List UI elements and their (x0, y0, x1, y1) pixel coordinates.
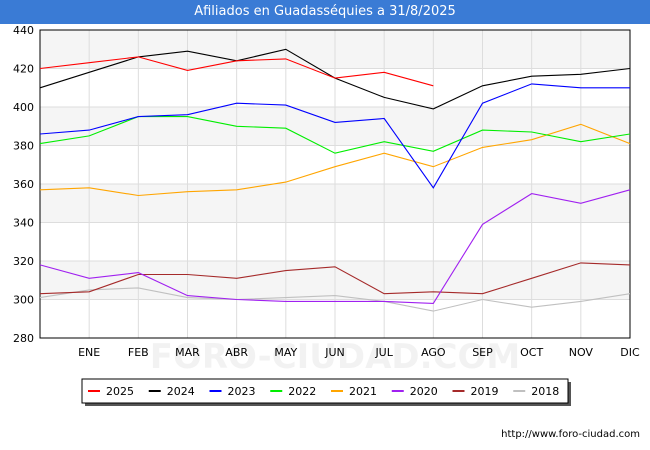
series-line-2018 (39, 287, 631, 312)
series-line-2025 (39, 56, 434, 87)
legend-label-2021: 2021 (349, 385, 377, 398)
plot-frame (39, 29, 631, 339)
x-tick-label: AGO (421, 346, 446, 359)
legend-label-2019: 2019 (471, 385, 499, 398)
y-tick-label: 400 (13, 101, 34, 114)
y-tick-label: 440 (13, 24, 34, 37)
x-tick-label: MAR (175, 346, 200, 359)
x-tick-label: ENE (78, 346, 100, 359)
source-url[interactable]: http://www.foro-ciudad.com (501, 429, 640, 440)
y-tick-label: 360 (13, 178, 34, 191)
legend-label-2023: 2023 (228, 385, 256, 398)
series-line-2020 (39, 189, 631, 304)
x-tick-label: MAY (274, 346, 297, 359)
y-tick-label: 300 (13, 294, 34, 307)
legend-label-2018: 2018 (531, 385, 559, 398)
series-line-2019 (39, 262, 631, 295)
x-tick-label: SEP (472, 346, 493, 359)
x-tick-label: FEB (128, 346, 149, 359)
x-tick-label: JUL (374, 346, 393, 359)
legend-label-2025: 2025 (106, 385, 134, 398)
series-line-2023 (39, 83, 630, 189)
legend-box (81, 378, 569, 404)
series-line-2021 (39, 123, 631, 197)
legend-label-2024: 2024 (167, 385, 195, 398)
y-tick-label: 420 (13, 63, 34, 76)
legend-label-2020: 2020 (410, 385, 438, 398)
watermark: FORO-CIUDAD.COM (150, 337, 521, 377)
y-tick-label: 380 (13, 140, 34, 153)
x-tick-label: DIC (620, 346, 640, 359)
y-tick-label: 320 (13, 255, 34, 268)
y-tick-label: 280 (13, 332, 34, 345)
x-tick-label: NOV (569, 346, 594, 359)
x-tick-label: ABR (225, 346, 248, 359)
x-tick-label: JUN (324, 346, 345, 359)
chart-title: Afiliados en Guadasséquies a 31/8/2025 (0, 0, 650, 24)
legend-label-2022: 2022 (288, 385, 316, 398)
y-tick-label: 340 (13, 217, 34, 230)
x-tick-label: OCT (520, 346, 543, 359)
